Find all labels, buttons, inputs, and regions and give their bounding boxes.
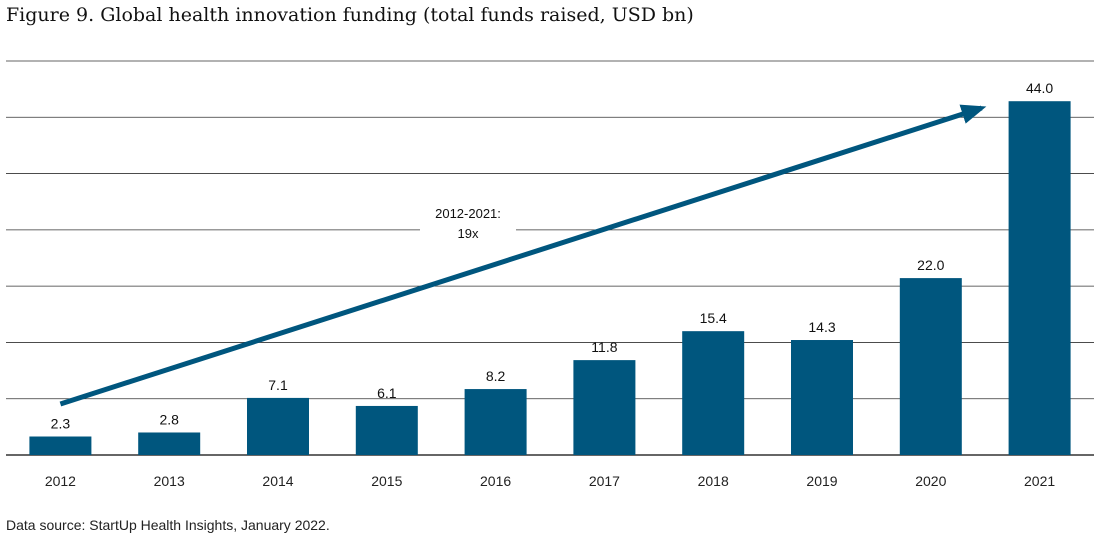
bar-2016	[464, 389, 527, 455]
data-label-2012: 2.3	[51, 416, 71, 432]
x-tick-2014: 2014	[262, 473, 293, 489]
bar-2012	[29, 436, 92, 455]
x-tick-2015: 2015	[371, 473, 402, 489]
data-label-2017: 11.8	[591, 339, 617, 355]
annotation-line-1: 2012-2021:	[435, 206, 501, 221]
annotation-line-2: 19x	[458, 226, 479, 241]
chart-title: Figure 9. Global health innovation fundi…	[6, 4, 694, 26]
x-tick-2021: 2021	[1024, 473, 1055, 489]
bar-2015	[355, 405, 418, 455]
x-tick-2017: 2017	[589, 473, 620, 489]
data-label-2015: 6.1	[377, 385, 397, 401]
data-label-2014: 7.1	[268, 377, 288, 393]
data-source-note: Data source: StartUp Health Insights, Ja…	[6, 517, 330, 533]
data-label-2013: 2.8	[159, 411, 179, 427]
x-tick-2018: 2018	[698, 473, 729, 489]
trend-arrow	[59, 104, 987, 407]
x-tick-2016: 2016	[480, 473, 511, 489]
bar-2018	[682, 331, 745, 455]
data-label-2021: 44.0	[1026, 80, 1053, 96]
bar-2014	[247, 397, 309, 455]
bar-2020	[899, 278, 962, 455]
bar-2017	[573, 360, 636, 455]
data-label-2016: 8.2	[486, 368, 506, 384]
data-label-2020: 22.0	[917, 257, 944, 273]
x-tick-2013: 2013	[154, 473, 185, 489]
bar-2019	[791, 340, 853, 455]
bar-2013	[138, 432, 201, 455]
x-tick-2012: 2012	[45, 473, 76, 489]
annotation-box	[420, 200, 516, 244]
x-tick-2020: 2020	[915, 473, 946, 489]
x-tick-2019: 2019	[806, 473, 837, 489]
bar-2021	[1008, 101, 1071, 456]
data-label-2019: 14.3	[808, 319, 835, 335]
data-label-2018: 15.4	[700, 310, 727, 326]
